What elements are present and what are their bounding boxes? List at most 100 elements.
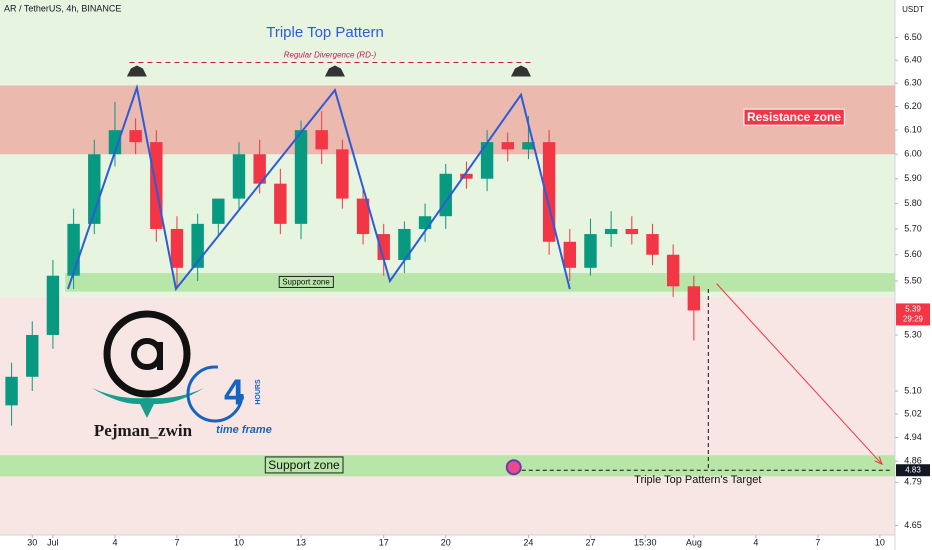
candle-body [501,142,514,150]
y-tick-label: 5.80 [904,198,922,208]
candle-body [666,254,680,287]
target-price-box [896,464,930,477]
y-tick-label: 4.94 [904,432,922,442]
zone-label: Resistance zone [747,110,841,124]
chart-title: Triple Top Pattern [266,24,384,41]
candle-body [646,234,659,255]
x-tick-label: 20 [441,537,451,547]
candle-body [480,142,494,179]
candle-body [522,142,535,150]
logo-wing [92,388,204,418]
x-tick-label: Jul [47,537,59,547]
x-tick-label: 24 [523,537,533,547]
y-tick-label: 5.90 [904,173,922,183]
candle-body [377,234,390,260]
zone-label: Support zone [268,458,340,472]
y-tick-label: 4.86 [904,456,922,466]
divergence-label: Regular Divergence (RD-) [284,51,377,60]
logo-ring [103,310,191,398]
zones [0,85,895,477]
arrow-head [874,456,883,466]
y-tick-label: 5.30 [904,329,922,339]
y-tick-label: 6.50 [904,32,922,42]
zone-label-box [278,275,334,288]
y-tick-label: 5.70 [904,223,922,233]
zone-label: Support zone [282,277,330,286]
badge-ring [186,365,244,423]
candle-body [460,173,473,179]
candle-body [5,376,18,406]
candle-body [212,198,225,224]
badge-caption: time frame [216,424,272,436]
candle-body [26,334,39,377]
logo [92,310,244,423]
candle-body [46,275,60,335]
pattern-line [67,83,571,292]
target-icon [505,459,522,476]
target-label: Triple Top Pattern's Target [634,474,761,486]
y-tick-label: 5.02 [904,408,922,418]
y-tick-label: 5.10 [904,385,922,395]
candle-body [67,223,80,276]
time-axis [0,535,895,550]
target-price: 4.83 [905,465,921,474]
author: Pejman_zwin [94,421,193,440]
candle-body [88,154,101,224]
y-tick-label: 4.65 [904,520,922,530]
y-tick-label: 4.79 [904,477,922,487]
zone [0,455,895,477]
price-axis [895,0,932,550]
symbol-header: AR / TetherUS, 4h, BINANCE [4,3,121,13]
projection-arrow [716,283,883,465]
candle-body [687,286,701,311]
x-tick-label: 13 [296,537,306,547]
x-tick-label: 4 [112,537,117,547]
y-tick-label: 6.10 [904,125,922,135]
y-tick-label: 6.00 [904,149,922,159]
candle-body [129,130,142,143]
peak-marker [510,65,531,77]
peak-marker [324,65,345,77]
last-price-box [896,303,930,326]
candle-body [418,216,432,229]
y-tick-label: 5.50 [904,275,922,285]
x-tick-label: 27 [585,537,595,547]
candle-body [294,130,308,224]
x-tick-label: 30 [27,537,37,547]
countdown: 29:29 [903,315,924,324]
x-tick-label: 17 [379,537,389,547]
last-price: 5.39 [905,305,921,314]
lower-background [0,297,895,535]
badge-unit: HOURS [255,379,262,405]
candles [5,101,701,426]
y-tick-label: 6.40 [904,55,922,65]
candle-body [584,234,597,268]
candle-body [253,154,266,184]
candle-body [604,228,618,235]
badge-number: 4 [224,372,244,413]
y-tick-label: 6.20 [904,101,922,111]
zone-label-box [264,456,344,474]
candle-body [563,241,576,268]
candle-body [170,228,184,268]
x-tick-label: 4 [753,537,758,547]
candle-body [274,183,287,224]
candle-body [336,149,349,199]
y-tick-label: 6.30 [904,78,922,88]
candle-body [398,228,411,260]
drawings: Resistance zone Support zone Support zone R… [67,51,891,486]
candle-body [625,228,639,235]
x-tick-label: 10 [234,537,244,547]
x-tick-label: 7 [815,537,820,547]
candle-body [108,130,122,155]
zone-label-box [743,108,845,126]
x-tick-label: Aug [686,537,702,547]
y-tick-label: 5.60 [904,249,922,259]
candle-body [315,130,328,150]
candle-body [356,198,370,235]
candle-body [232,154,246,199]
peak-marker [126,65,147,77]
x-tick-label: 10 [875,537,885,547]
currency: USDT [902,5,924,14]
